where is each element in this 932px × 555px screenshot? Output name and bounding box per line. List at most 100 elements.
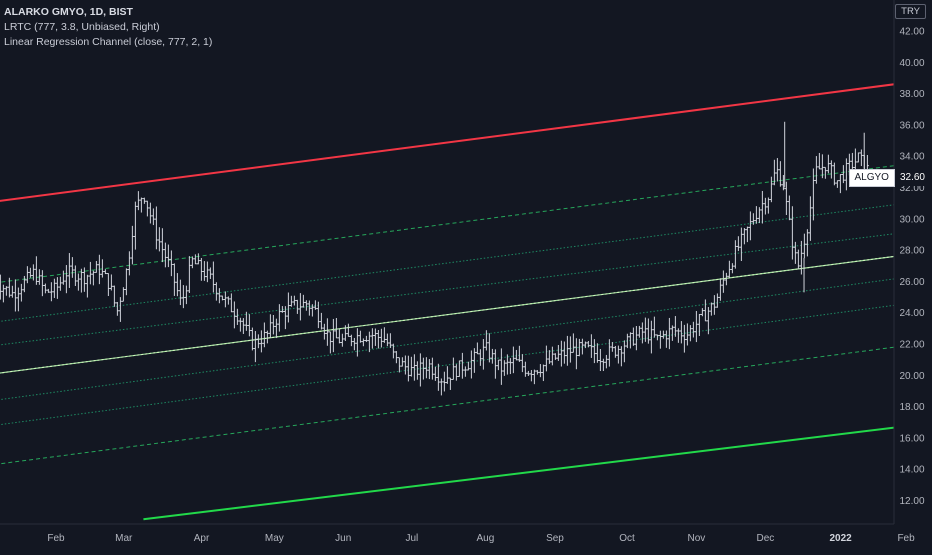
ohlc-bar	[637, 325, 641, 338]
ohlc-bar	[607, 339, 611, 367]
ohlc-bar	[400, 357, 404, 367]
ohlc-bar	[217, 288, 221, 304]
ohlc-bar	[703, 299, 707, 322]
ohlc-bar	[826, 154, 830, 174]
ohlc-bar	[676, 328, 680, 343]
ohlc-bar	[835, 180, 839, 188]
ohlc-bar	[85, 274, 89, 298]
ohlc-bar	[346, 323, 350, 337]
ohlc-bar	[382, 327, 386, 343]
ohlc-bar	[394, 351, 398, 364]
price-tick-label: 18.00	[899, 402, 924, 413]
ohlc-bar	[220, 295, 224, 301]
ohlc-bar	[499, 348, 503, 385]
ohlc-bar	[373, 328, 377, 346]
regression-channel-lines	[0, 78, 932, 521]
ohlc-bar	[265, 330, 269, 344]
ohlc-bar	[634, 326, 638, 351]
ohlc-bar	[226, 296, 230, 305]
time-tick-label: Jun	[335, 533, 351, 544]
ohlc-bar	[688, 325, 692, 342]
ohlc-bar	[118, 297, 122, 322]
ohlc-bar	[721, 270, 725, 293]
ohlc-bar	[16, 287, 20, 312]
price-axis[interactable]: 12.00 14.00 16.00 18.00 20.00 22.00 24.00 26.00…	[893, 0, 932, 550]
ohlc-bar	[7, 277, 11, 298]
ohlc-bar	[1, 284, 5, 303]
ohlc-bar	[823, 166, 827, 179]
ohlc-bar	[859, 149, 863, 167]
ohlc-bar	[808, 196, 812, 241]
ohlc-bar	[133, 201, 137, 250]
ohlc-bar	[184, 285, 188, 305]
ohlc-bar	[739, 227, 743, 262]
ohlc-bar	[127, 251, 131, 276]
channel-line-upper	[0, 78, 932, 202]
price-tick-label: 20.00	[899, 371, 924, 382]
ohlc-bar	[76, 273, 80, 291]
ohlc-bar	[601, 358, 605, 372]
ohlc-bar	[421, 357, 425, 380]
ohlc-bar	[121, 287, 125, 302]
channel-line-dev+2	[0, 160, 932, 283]
channel-line-dev-2	[0, 341, 932, 465]
ohlc-bar	[214, 282, 218, 301]
ohlc-bar	[124, 268, 128, 296]
ohlc-bar	[541, 364, 545, 382]
ohlc-bar	[793, 241, 797, 264]
ohlc-bar	[511, 346, 515, 374]
ohlc-bar	[331, 318, 335, 353]
ohlc-bar	[352, 337, 356, 351]
ohlc-bar	[685, 323, 689, 346]
ohlc-bar	[523, 361, 527, 377]
ohlc-bar	[343, 325, 347, 341]
currency-badge[interactable]: TRY	[895, 4, 926, 19]
price-tick-label: 16.00	[899, 433, 924, 444]
ohlc-bar	[25, 266, 29, 284]
ohlc-bar	[661, 330, 665, 339]
time-tick-label: Apr	[194, 533, 210, 544]
ohlc-bar	[610, 342, 614, 352]
ohlc-bar	[169, 250, 173, 277]
ohlc-bar	[235, 308, 239, 325]
ohlc-bar	[316, 301, 320, 329]
price-axis-bg	[894, 0, 932, 550]
time-axis[interactable]: Feb Mar Apr May Jun Jul Aug Sep Oct Nov Dec 2022 Feb	[0, 523, 932, 550]
ohlc-bar	[562, 341, 566, 364]
ohlc-bar	[139, 197, 143, 213]
ohlc-bar	[106, 273, 110, 297]
time-tick-label: Oct	[619, 533, 635, 544]
ohlc-bar	[160, 228, 164, 263]
ohlc-bar	[568, 336, 572, 363]
ohlc-bar	[586, 340, 590, 348]
ohlc-bar	[454, 364, 458, 381]
ohlc-bar	[34, 256, 38, 285]
ohlc-bar	[691, 321, 695, 338]
ohlc-bar	[775, 158, 779, 182]
ohlc-bar	[424, 357, 428, 379]
ohlc-bar	[460, 352, 464, 379]
ohlc-bar	[532, 369, 536, 385]
ohlc-bar	[418, 353, 422, 387]
ohlc-bar	[805, 229, 809, 257]
ohlc-bar	[43, 283, 47, 294]
ohlc-bar	[427, 359, 431, 380]
ohlc-bar	[655, 334, 659, 341]
ohlc-bar	[565, 335, 569, 366]
ohlc-bar	[514, 349, 518, 361]
ohlc-bar	[784, 181, 788, 216]
ohlc-bar	[811, 168, 815, 221]
ohlc-bar	[349, 334, 353, 347]
ohlc-bar	[856, 152, 860, 163]
ohlc-bar	[520, 354, 524, 373]
ohlc-bar	[253, 331, 257, 363]
ohlc-bar	[487, 333, 491, 363]
ohlc-bar	[616, 345, 620, 364]
ohlc-bar	[820, 154, 824, 179]
time-tick-label: Feb	[47, 533, 65, 544]
ohlc-bar	[241, 318, 245, 334]
price-tick-label: 30.00	[899, 214, 924, 225]
ohlc-bar	[577, 338, 581, 357]
